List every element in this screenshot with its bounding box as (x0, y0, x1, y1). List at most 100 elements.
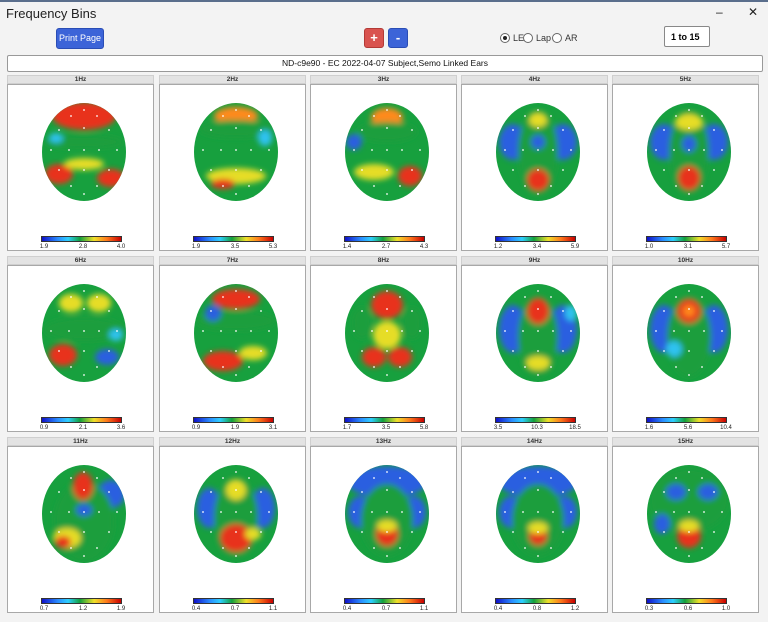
electrode-dot (83, 308, 85, 310)
montage-radio-ar[interactable]: AR (552, 33, 578, 43)
electrode-dot (673, 511, 675, 513)
electrode-dot (688, 308, 690, 310)
electrode-dot (688, 511, 690, 513)
electrode-dot (361, 491, 363, 493)
close-button[interactable]: ✕ (748, 5, 759, 19)
panel-body: 0.7 1.2 1.9 (7, 446, 154, 613)
electrode-dot (701, 115, 703, 117)
minimize-button[interactable]: – (716, 5, 723, 19)
electrode-dot (235, 511, 237, 513)
electrode-dot (235, 169, 237, 171)
topographic-head-map (647, 103, 731, 201)
topomap-panel: 15Hz 0.3 0.6 1.0 (612, 437, 759, 613)
electrode-dot (250, 330, 252, 332)
color-scale-bar (495, 598, 576, 604)
electrode-dot (419, 330, 421, 332)
topomap-panel: 1Hz 1.9 2.8 4.0 (7, 75, 154, 251)
electrode-dot (83, 330, 85, 332)
color-scale-tick-label: 3.5 (381, 425, 391, 431)
electrode-dot (361, 310, 363, 312)
electrode-dot (83, 109, 85, 111)
electrode-dot (701, 366, 703, 368)
color-scale-tick-label: 0.6 (683, 606, 693, 612)
panel-frequency-label: 9Hz (461, 256, 608, 265)
electrode-dot (235, 109, 237, 111)
electrode-dot (663, 531, 665, 533)
electrode-dot (371, 511, 373, 513)
electrode-dot (688, 330, 690, 332)
electrode-dot (386, 471, 388, 473)
panel-body: 1.6 5.6 10.4 (612, 265, 759, 432)
electrode-dot (386, 290, 388, 292)
electrode-dot (260, 129, 262, 131)
electrode-dot (504, 149, 506, 151)
electrode-dot (220, 330, 222, 332)
electrode-dot (83, 149, 85, 151)
electrode-dot (512, 169, 514, 171)
electrode-dot (210, 129, 212, 131)
electrode-dot (58, 531, 60, 533)
electrode-dot (701, 185, 703, 187)
electrode-dot (83, 350, 85, 352)
panel-body: 0.3 0.6 1.0 (612, 446, 759, 613)
color-scale-tick-label: 1.2 (493, 244, 503, 250)
topographic-head-map (345, 103, 429, 201)
electrode-dot (222, 547, 224, 549)
topographic-head-map (194, 103, 278, 201)
radio-empty-icon (552, 33, 562, 43)
color-scale-tick-label: 1.6 (644, 425, 654, 431)
electrode-dot (235, 350, 237, 352)
print-page-button[interactable]: Print Page (56, 28, 104, 49)
color-scale-tick-label: 1.2 (78, 606, 88, 612)
electrode-dot (235, 555, 237, 557)
montage-radio-lap[interactable]: Lap (523, 33, 551, 43)
color-scale-tick-label: 18.5 (569, 425, 581, 431)
electrode-dot (83, 531, 85, 533)
electrode-dot (675, 366, 677, 368)
electrode-dot (688, 169, 690, 171)
topomap-panel: 10Hz 1.6 5.6 10.4 (612, 256, 759, 432)
electrode-dot (373, 115, 375, 117)
electrode-dot (108, 350, 110, 352)
electrode-dot (512, 491, 514, 493)
electrode-dot (401, 330, 403, 332)
electrode-dot (721, 149, 723, 151)
electrode-dot (688, 290, 690, 292)
electrode-dot (703, 330, 705, 332)
electrode-dot (250, 149, 252, 151)
topographic-head-map (194, 465, 278, 563)
frequency-range-field[interactable]: 1 to 15 (664, 26, 710, 47)
electrode-dot (552, 330, 554, 332)
color-scale-tick-label: 4.3 (419, 244, 429, 250)
electrode-dot (98, 511, 100, 513)
panel-frequency-label: 8Hz (310, 256, 457, 265)
zoom-in-button[interactable]: + (364, 28, 384, 48)
electrode-dot (58, 310, 60, 312)
electrode-dot (562, 350, 564, 352)
electrode-dot (713, 531, 715, 533)
color-scale-tick-label: 3.4 (532, 244, 542, 250)
electrode-dot (550, 547, 552, 549)
zoom-out-button[interactable]: - (388, 28, 408, 48)
color-scale-tick-label: 2.8 (78, 244, 88, 250)
electrode-dot (248, 115, 250, 117)
electrode-dot (361, 169, 363, 171)
electrode-dot (688, 109, 690, 111)
electrode-dot (70, 296, 72, 298)
color-scale-tick-label: 0.9 (39, 425, 49, 431)
electrode-dot (202, 149, 204, 151)
panel-body: 3.5 10.3 18.5 (461, 265, 608, 432)
montage-radio-label: Lap (536, 33, 552, 43)
electrode-dot (411, 310, 413, 312)
electrode-dot (504, 330, 506, 332)
electrode-dot (524, 366, 526, 368)
color-scale-bar (193, 598, 274, 604)
montage-radio-le[interactable]: LE (500, 33, 524, 43)
panel-frequency-label: 11Hz (7, 437, 154, 446)
color-scale-tick-label: 5.7 (721, 244, 731, 250)
electrode-dot (562, 491, 564, 493)
electrode-dot (260, 350, 262, 352)
panel-body: 0.9 1.9 3.1 (159, 265, 306, 432)
color-scale-bar (495, 417, 576, 423)
electrode-dot (210, 531, 212, 533)
